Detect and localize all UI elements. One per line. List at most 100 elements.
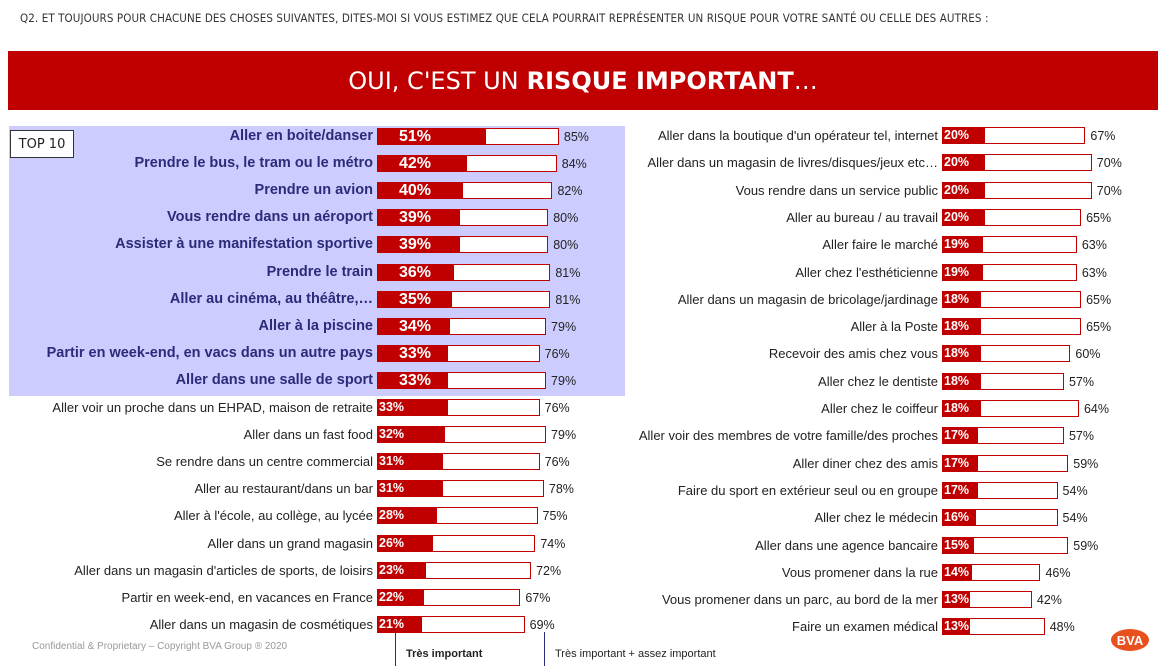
bar-total-label: 67% — [1090, 129, 1116, 143]
bar-value: 13% — [942, 618, 970, 636]
bar-label: Recevoir des amis chez vous — [768, 346, 938, 362]
bar-value: 17% — [942, 454, 979, 472]
bar-label: Aller à la piscine — [258, 317, 373, 334]
bar-total-label: 84% — [561, 157, 587, 172]
bar-total-label: 65% — [1086, 320, 1112, 335]
bar-value: 31% — [377, 480, 444, 498]
bar-label: Partir en week-end, en vacances en Franc… — [121, 589, 373, 605]
bar-total-label: 59% — [1073, 456, 1099, 471]
bar-total-label: 70% — [1096, 183, 1122, 198]
bar-total-label: 76% — [544, 401, 570, 415]
bar-value: 19% — [942, 263, 983, 281]
bar-value: 13% — [942, 591, 970, 609]
bar-label: Aller à la Poste — [850, 319, 938, 335]
bar-label: Assister à une manifestation sportive — [115, 236, 373, 253]
banner-part1: OUI, C'EST UN — [348, 66, 519, 95]
bar-total-label: 64% — [1083, 402, 1109, 416]
bar-label: Aller dans un fast food — [243, 427, 373, 443]
bar-value: 20% — [942, 208, 985, 226]
copyright-footer: Confidential & Proprietary – Copyright B… — [32, 641, 288, 652]
bar-total-label: 67% — [525, 590, 551, 605]
bar-total-label: 82% — [557, 184, 583, 199]
bar-label: Vous promener dans un parc, au bord de l… — [661, 592, 938, 608]
bar-total-label: 54% — [1062, 511, 1088, 526]
bar-label: Aller faire le marché — [822, 237, 938, 253]
bar-label: Aller au restaurant/dans un bar — [194, 481, 374, 497]
bar-value: 18% — [942, 318, 981, 336]
bar-total-label: 76% — [544, 455, 570, 470]
bar-value: 42% — [377, 155, 467, 173]
bar-label: Vous rendre dans un service public — [735, 182, 938, 198]
bar-label: Aller dans un grand magasin — [207, 535, 374, 551]
bar-label: Aller voir des membres de votre famille/… — [638, 428, 938, 444]
bar-label: Aller au bureau / au travail — [786, 209, 938, 225]
bar-label: Aller diner chez des amis — [792, 455, 938, 471]
bar-label: Prendre un avion — [254, 182, 373, 199]
bar-total-label: 48% — [1049, 620, 1075, 635]
bar-value: 36% — [377, 263, 455, 281]
question-text: Q2. ET TOUJOURS POUR CHACUNE DES CHOSES … — [20, 11, 989, 25]
bar-value: 31% — [377, 453, 444, 471]
bva-logo-text: BVA — [1117, 633, 1144, 648]
bar-value: 20% — [942, 181, 985, 199]
bar-total-label: 80% — [553, 238, 579, 253]
bar-total-label: 85% — [563, 130, 589, 144]
bar-value: 21% — [377, 615, 422, 633]
bar-total-label: 79% — [551, 373, 577, 388]
bar-label: Partir en week-end, en vacs dans un autr… — [46, 344, 373, 361]
bar-label: Aller au cinéma, au théâtre,… — [169, 290, 373, 307]
bar-value: 19% — [942, 236, 983, 254]
bar-total-label: 72% — [536, 563, 562, 578]
bar-value: 22% — [377, 588, 425, 606]
bar-value: 35% — [377, 290, 452, 308]
bar-label: Aller dans une agence bancaire — [755, 537, 938, 553]
bva-logo: BVA — [1111, 629, 1149, 651]
bar-value: 18% — [942, 372, 981, 390]
bar-total-label: 70% — [1096, 156, 1122, 171]
top10-label: TOP 10 — [10, 130, 74, 158]
bar-label: Aller dans un magasin de cosmétiques — [149, 616, 373, 632]
bar-label: Aller chez l'esthéticienne — [795, 264, 938, 280]
bar-label: Aller dans un magasin de livres/disques/… — [647, 155, 938, 171]
legend-tres-important-label: Très important — [406, 648, 483, 660]
bar-label: Aller dans un magasin d'articles de spor… — [74, 562, 373, 578]
bar-label: Aller chez le médecin — [814, 510, 938, 526]
bar-value: 15% — [942, 536, 975, 554]
bar-label: Aller dans une salle de sport — [175, 371, 373, 388]
bar-label: Aller voir un proche dans un EHPAD, mais… — [52, 400, 373, 415]
banner-part2: RISQUE IMPORTANT — [526, 66, 794, 95]
bar-value: 23% — [377, 561, 427, 579]
banner-part3: … — [793, 66, 818, 95]
bar-label: Vous promener dans la rue — [781, 564, 938, 580]
bar-label: Aller dans la boutique d'un opérateur te… — [657, 128, 938, 143]
bar-label: Faire du sport en extérieur seul ou en g… — [677, 482, 938, 498]
bar-total-label: 65% — [1086, 210, 1112, 225]
bar-total-label: 75% — [542, 509, 568, 524]
bar-total-label: 80% — [553, 211, 579, 226]
bar-label: Prendre le train — [266, 263, 373, 280]
bar-value: 51% — [377, 128, 487, 145]
bar-total-label: 63% — [1081, 238, 1107, 253]
bar-value: 40% — [377, 182, 463, 200]
bar-total-label: 79% — [551, 428, 577, 443]
bar-label: Vous rendre dans un aéroport — [167, 209, 373, 226]
bar-value: 18% — [942, 400, 981, 417]
bar-value: 17% — [942, 427, 979, 445]
bar-total-label: 46% — [1045, 565, 1071, 580]
bar-value: 39% — [377, 209, 461, 227]
bar-total-label: 65% — [1086, 292, 1112, 307]
bar-value: 26% — [377, 534, 433, 552]
bar-total-label: 59% — [1073, 538, 1099, 553]
bar-label: Aller à l'école, au collège, au lycée — [173, 508, 373, 524]
bar-label: Aller chez le coiffeur — [821, 401, 938, 416]
bar-value: 33% — [377, 344, 448, 362]
bar-total-label: 42% — [1036, 593, 1062, 608]
bar-total-label: 63% — [1081, 265, 1107, 280]
bar-label: Prendre le bus, le tram ou le métro — [134, 155, 373, 172]
bar-label: Aller chez le dentiste — [818, 373, 938, 389]
bar-value: 33% — [377, 371, 448, 389]
bar-value: 32% — [377, 426, 446, 444]
bar-value: 18% — [942, 345, 981, 363]
bar-total-label: 76% — [544, 346, 570, 361]
bar-value: 33% — [377, 399, 448, 416]
